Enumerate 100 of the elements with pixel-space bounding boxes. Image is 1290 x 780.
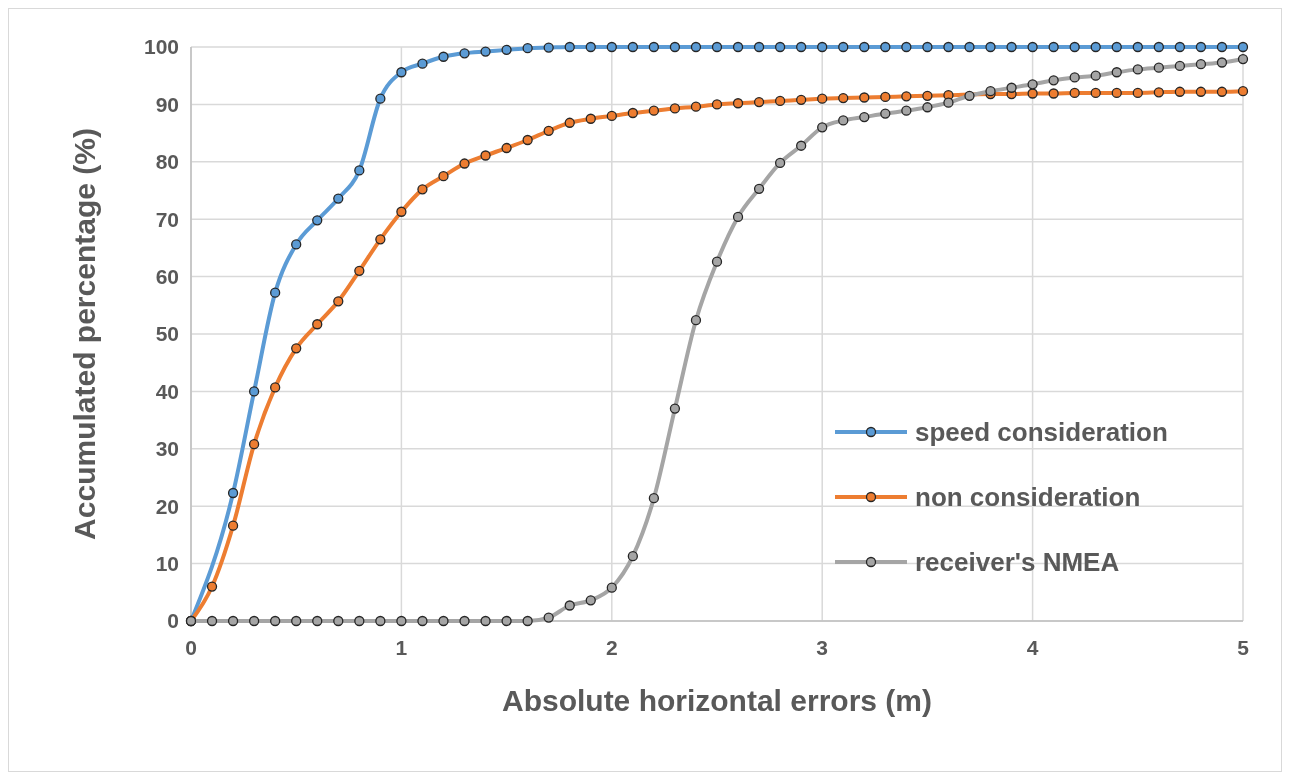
point xyxy=(375,615,386,627)
point xyxy=(417,184,428,195)
point xyxy=(1069,87,1080,99)
point xyxy=(774,157,786,169)
point xyxy=(964,90,975,101)
point xyxy=(354,615,365,627)
y-tick-label: 50 xyxy=(155,322,179,346)
point xyxy=(1048,41,1059,53)
point xyxy=(817,93,828,104)
point xyxy=(943,97,954,108)
point xyxy=(438,615,449,627)
point xyxy=(964,41,975,53)
point xyxy=(1153,41,1164,53)
point xyxy=(669,103,681,114)
point xyxy=(206,615,218,627)
point xyxy=(1216,41,1228,53)
point xyxy=(312,319,323,330)
y-tick-label: 90 xyxy=(155,92,179,116)
point xyxy=(459,615,470,627)
y-axis-title: Accumulated percentage (%) xyxy=(68,128,101,540)
point xyxy=(354,265,365,277)
point xyxy=(1027,88,1038,99)
point xyxy=(1090,70,1101,81)
point xyxy=(690,101,702,112)
point xyxy=(1027,41,1038,53)
point xyxy=(438,51,449,62)
point xyxy=(1069,41,1080,53)
point xyxy=(522,43,533,54)
point xyxy=(543,125,554,136)
point xyxy=(1195,86,1207,97)
y-tick-label: 20 xyxy=(155,494,179,518)
point xyxy=(543,42,554,53)
point xyxy=(627,550,638,562)
point xyxy=(417,615,428,627)
point xyxy=(585,41,596,53)
point xyxy=(1174,60,1186,72)
point xyxy=(248,615,260,627)
point xyxy=(354,165,365,176)
point xyxy=(901,41,912,53)
point xyxy=(943,41,954,53)
point xyxy=(901,105,912,116)
point xyxy=(227,520,239,531)
point xyxy=(291,343,302,354)
point xyxy=(922,90,933,101)
point xyxy=(648,105,660,116)
point xyxy=(648,493,660,504)
point xyxy=(438,171,449,182)
point xyxy=(922,102,933,113)
point xyxy=(585,595,596,606)
point xyxy=(711,99,723,110)
point xyxy=(1111,87,1122,99)
point xyxy=(690,315,702,326)
x-tick-label: 4 xyxy=(1026,636,1039,659)
point xyxy=(880,108,891,119)
point xyxy=(1048,88,1059,99)
point xyxy=(1132,87,1143,99)
point xyxy=(1174,86,1186,97)
point xyxy=(227,487,239,499)
x-tick-label: 5 xyxy=(1237,636,1250,659)
point xyxy=(859,92,870,103)
point xyxy=(480,46,491,57)
point xyxy=(627,107,638,119)
point xyxy=(1216,86,1228,97)
point xyxy=(1195,59,1207,70)
point xyxy=(375,93,386,104)
point xyxy=(732,211,744,223)
point xyxy=(585,113,596,124)
point xyxy=(291,615,302,627)
x-tick-label: 3 xyxy=(816,636,829,659)
point xyxy=(375,234,386,245)
point xyxy=(1237,53,1249,65)
point xyxy=(880,41,891,53)
point xyxy=(774,95,786,107)
point xyxy=(1006,82,1017,93)
point xyxy=(838,92,849,104)
point xyxy=(648,41,660,53)
point xyxy=(796,140,807,151)
point xyxy=(1111,67,1122,78)
point xyxy=(859,41,870,53)
point xyxy=(711,41,723,53)
y-tick-label: 40 xyxy=(155,379,179,403)
legend-label: non consideration xyxy=(915,482,1141,513)
y-tick-label: 60 xyxy=(155,264,179,288)
point xyxy=(901,91,912,102)
point xyxy=(501,44,512,56)
point xyxy=(480,150,491,161)
legend-label: receiver's NMEA xyxy=(915,547,1120,578)
point xyxy=(753,183,765,194)
point xyxy=(396,67,407,78)
point xyxy=(312,615,323,627)
point xyxy=(1111,41,1122,53)
point xyxy=(1237,86,1249,97)
point xyxy=(669,41,681,53)
point xyxy=(880,91,891,103)
point xyxy=(606,41,617,53)
point xyxy=(1132,41,1143,53)
point xyxy=(817,122,828,133)
point xyxy=(417,58,428,69)
point xyxy=(564,117,575,128)
point xyxy=(248,386,260,397)
